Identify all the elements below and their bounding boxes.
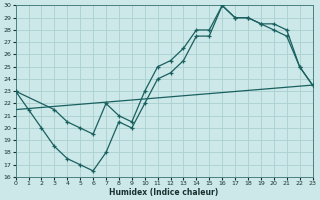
X-axis label: Humidex (Indice chaleur): Humidex (Indice chaleur) [109,188,219,197]
